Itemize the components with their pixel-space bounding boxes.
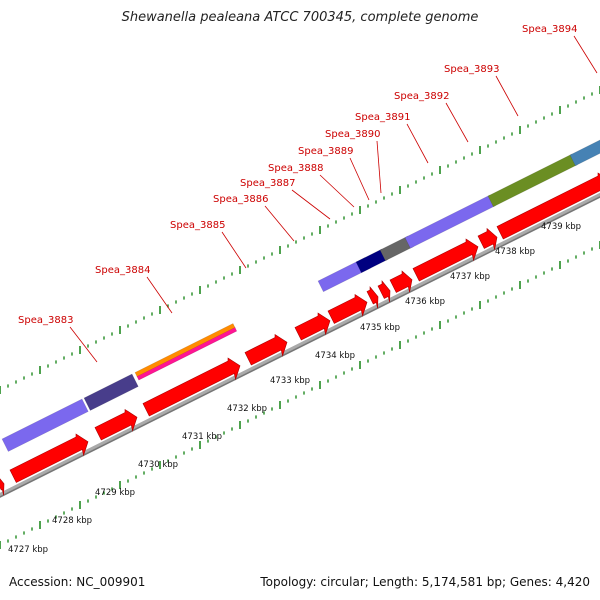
cds-arrow	[389, 270, 413, 293]
gene-label: Spea_3894	[522, 24, 577, 35]
leader-line	[349, 157, 370, 201]
map-title: Shewanella pealeana ATCC 700345, complet…	[121, 10, 479, 25]
gene-label: Spea_3885	[170, 220, 225, 231]
cds-arrow	[412, 238, 479, 282]
accession-text: Accession: NC_009901	[9, 575, 146, 589]
cds-arrow	[477, 227, 498, 250]
gene-label: Spea_3890	[325, 129, 380, 140]
kbp-label: 4735 kbp	[360, 323, 400, 333]
gene-labels: Spea_3883 Spea_3884 Spea_3885 Spea_3886 Spea…	[18, 24, 577, 326]
leader-line	[146, 276, 173, 314]
gene-label: Spea_3893	[444, 64, 499, 75]
cds-arrow	[327, 293, 368, 324]
genome-summary: Topology: circular; Length: 5,174,581 bp…	[260, 575, 590, 589]
kbp-label: 4739 kbp	[541, 222, 581, 232]
backbone	[0, 192, 600, 498]
gene-label: Spea_3889	[298, 146, 353, 157]
kbp-label: 4738 kbp	[495, 247, 535, 257]
inner-tick-track	[0, 241, 600, 549]
cds-arrow	[0, 478, 5, 496]
cds-arrow	[142, 357, 241, 417]
leader-line	[406, 123, 429, 164]
cds-arrow	[9, 433, 89, 483]
kbp-labels: 4727 kbp 4728 kbp 4729 kbp 4730 kbp 4731 kbp…	[8, 222, 581, 555]
kbp-label: 4731 kbp	[182, 432, 222, 442]
kbp-label: 4729 kbp	[95, 488, 135, 498]
label-leaders	[69, 35, 598, 363]
leader-line	[291, 189, 331, 220]
leader-line	[319, 174, 355, 208]
cds-arrow	[377, 280, 391, 303]
kbp-label: 4737 kbp	[450, 272, 490, 282]
leader-line	[445, 102, 469, 143]
kbp-label: 4734 kbp	[315, 351, 355, 361]
kbp-label: 4730 kbp	[138, 460, 178, 470]
cds-arrow	[294, 312, 331, 341]
cds-arrow	[244, 333, 288, 366]
outer-tick-track	[0, 86, 600, 394]
gene-label: Spea_3886	[213, 194, 268, 205]
leader-line	[495, 75, 519, 117]
kbp-label: 4727 kbp	[8, 545, 48, 555]
kbp-label: 4733 kbp	[270, 376, 310, 386]
leader-line	[69, 326, 98, 363]
leader-line	[264, 205, 295, 242]
feature-block	[83, 373, 139, 411]
gene-label: Spea_3884	[95, 265, 150, 276]
feature-block	[569, 139, 600, 167]
leader-line	[376, 140, 382, 194]
cds-arrow	[366, 286, 379, 309]
leader-line	[573, 35, 598, 74]
cds-track	[0, 172, 600, 496]
gene-label: Spea_3888	[268, 163, 323, 174]
cds-arrow	[94, 408, 138, 441]
kbp-label: 4728 kbp	[52, 516, 92, 526]
gene-label: Spea_3887	[240, 178, 295, 189]
leader-line	[221, 231, 247, 269]
gene-label: Spea_3891	[355, 112, 410, 123]
gene-label: Spea_3883	[18, 315, 73, 326]
kbp-label: 4732 kbp	[227, 404, 267, 414]
gene-label: Spea_3892	[394, 91, 449, 102]
feature-block	[1, 398, 89, 452]
cds-arrow	[496, 172, 600, 240]
kbp-label: 4736 kbp	[405, 297, 445, 307]
feature-block	[136, 327, 238, 381]
feature-track	[1, 139, 600, 452]
